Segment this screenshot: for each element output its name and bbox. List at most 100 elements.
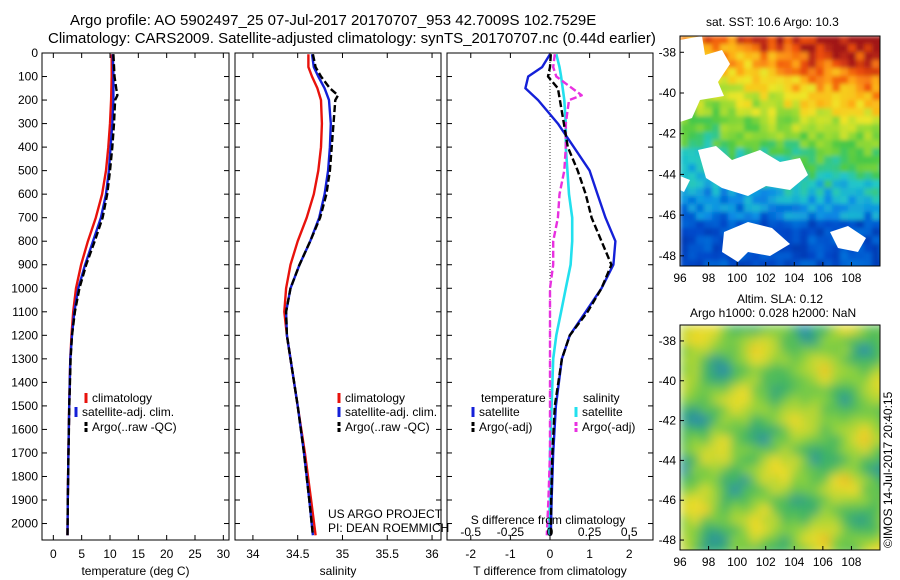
sla-cell xyxy=(750,405,760,415)
sst-cell xyxy=(792,236,800,244)
sal-xtick-label: 35 xyxy=(336,547,350,561)
sla-cell xyxy=(690,465,700,475)
sst-cell xyxy=(704,220,712,228)
sst-cell xyxy=(728,260,736,266)
sla-xtick-label: 106 xyxy=(813,555,833,569)
sst-cell xyxy=(832,68,840,76)
diff-legend-sal-satellite-label: satellite xyxy=(582,405,623,419)
sst-cell xyxy=(728,52,736,60)
sst-cell xyxy=(816,260,824,266)
sst-cell xyxy=(840,44,848,52)
sst-cell xyxy=(696,212,704,220)
sla-cell xyxy=(770,545,780,550)
sst-ytick-label: -38 xyxy=(659,45,677,59)
sal-legend-climatology-label: climatology xyxy=(345,391,405,405)
sla-cell xyxy=(680,485,690,495)
temp-xtick-label: 0 xyxy=(50,547,57,561)
sst-cell xyxy=(728,132,736,140)
sla-cell xyxy=(830,465,840,475)
sst-cell xyxy=(848,116,856,124)
sal-xtick-label: 36 xyxy=(425,547,439,561)
temp-xtick-label: 20 xyxy=(160,547,174,561)
sst-cell xyxy=(856,116,864,124)
sla-cell xyxy=(690,445,700,455)
sst-cell xyxy=(752,196,760,204)
sst-cell xyxy=(840,116,848,124)
sst-cell xyxy=(816,188,824,196)
sst-cell xyxy=(784,188,792,196)
sla-cell xyxy=(860,425,870,435)
sla-cell xyxy=(770,435,780,445)
sla-cell xyxy=(770,375,780,385)
sst-cell xyxy=(744,100,752,108)
sst-cell xyxy=(816,156,824,164)
sla-cell xyxy=(800,405,810,415)
sla-cell xyxy=(860,525,870,535)
sla-cell xyxy=(720,455,730,465)
sst-cell xyxy=(736,204,744,212)
sla-cell xyxy=(810,515,820,525)
sla-cell xyxy=(830,535,840,545)
sla-cell xyxy=(690,535,700,545)
sst-cell xyxy=(864,188,872,196)
diff-xtick-label: 1 xyxy=(586,547,593,561)
sst-cell xyxy=(808,116,816,124)
sst-cell xyxy=(760,100,768,108)
sst-cell xyxy=(824,84,832,92)
sst-ytick-label: -46 xyxy=(659,208,677,222)
sst-cell xyxy=(864,244,872,252)
sla-cell xyxy=(740,325,750,335)
sst-cell xyxy=(744,76,752,84)
sst-cell xyxy=(744,260,752,266)
sla-cell xyxy=(780,355,790,365)
sla-cell xyxy=(720,465,730,475)
sst-cell xyxy=(800,76,808,84)
sst-cell xyxy=(800,140,808,148)
sla-cell xyxy=(710,375,720,385)
sst-cell xyxy=(808,68,816,76)
sst-cell xyxy=(800,228,808,236)
sla-cell xyxy=(820,505,830,515)
sst-cell xyxy=(792,244,800,252)
temp-xtick-label: 5 xyxy=(78,547,85,561)
sla-cell xyxy=(800,525,810,535)
sst-cell xyxy=(792,140,800,148)
sla-cell xyxy=(780,445,790,455)
sst-cell xyxy=(856,260,864,266)
sst-cell xyxy=(880,36,888,44)
sst-cell xyxy=(688,212,696,220)
sst-cell xyxy=(864,212,872,220)
sla-cell xyxy=(720,335,730,345)
sst-cell xyxy=(752,116,760,124)
sst-cell xyxy=(728,212,736,220)
sst-cell xyxy=(872,140,880,148)
sla-cell xyxy=(750,355,760,365)
sst-xtick-label: 102 xyxy=(756,271,776,285)
sst-cell xyxy=(856,164,864,172)
sst-cell xyxy=(712,124,720,132)
sst-cell xyxy=(856,44,864,52)
sst-cell xyxy=(848,212,856,220)
sst-cell xyxy=(848,140,856,148)
sst-cell xyxy=(760,116,768,124)
sst-cell xyxy=(776,220,784,228)
sst-cell xyxy=(840,124,848,132)
sst-xtick-label: 108 xyxy=(841,271,861,285)
sst-cell xyxy=(744,60,752,68)
sst-cell xyxy=(752,204,760,212)
diff-xlabel: T difference from climatology xyxy=(473,564,627,578)
sst-cell xyxy=(832,148,840,156)
salinity-profile-panel: 34 34.5 35 35.5 36 salinity climatologysatelli… xyxy=(234,52,449,578)
sst-cell xyxy=(736,148,744,156)
sst-cell xyxy=(744,124,752,132)
sst-cell xyxy=(872,60,880,68)
sst-cell xyxy=(880,212,888,220)
sla-cell xyxy=(750,365,760,375)
sst-cell xyxy=(880,132,888,140)
sst-cell xyxy=(720,44,728,52)
sla-cell xyxy=(860,415,870,425)
sla-cell xyxy=(870,415,880,425)
sla-cell xyxy=(800,475,810,485)
sla-cell xyxy=(830,395,840,405)
sst-cell xyxy=(800,156,808,164)
